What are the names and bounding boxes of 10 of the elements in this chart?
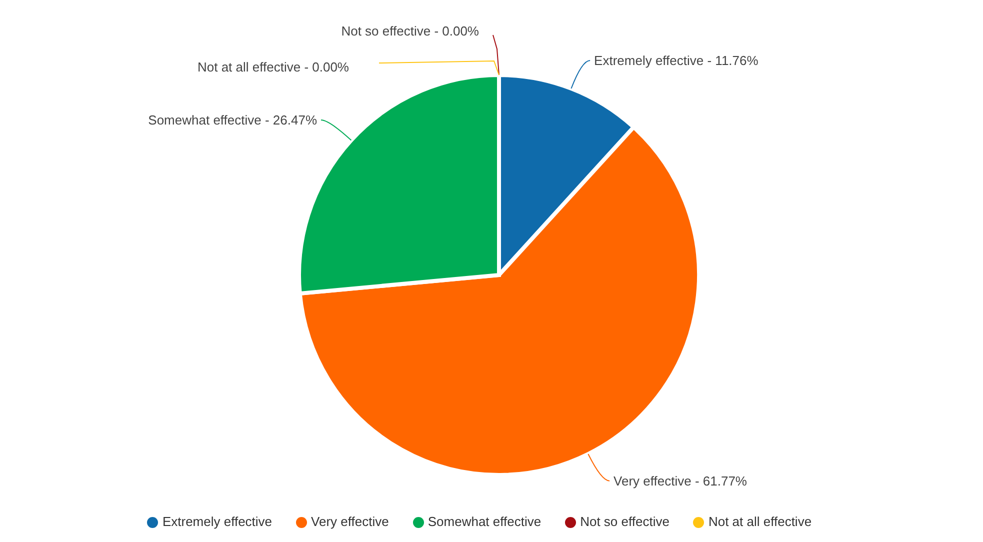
legend-label: Very effective	[311, 514, 389, 529]
legend-label: Extremely effective	[162, 514, 272, 529]
legend-label: Not so effective	[580, 514, 670, 529]
legend-label: Not at all effective	[708, 514, 812, 529]
category-label: Somewhat effective - 26.47%	[148, 112, 318, 128]
legend-label: Somewhat effective	[428, 514, 542, 529]
category-label: Very effective - 61.77%	[614, 473, 747, 488]
category-label: Extremely effective - 11.76%	[594, 53, 758, 68]
category-label: Not at all effective - 0.00%	[197, 60, 349, 74]
category-label: Not so effective - 0.00%	[341, 24, 479, 38]
